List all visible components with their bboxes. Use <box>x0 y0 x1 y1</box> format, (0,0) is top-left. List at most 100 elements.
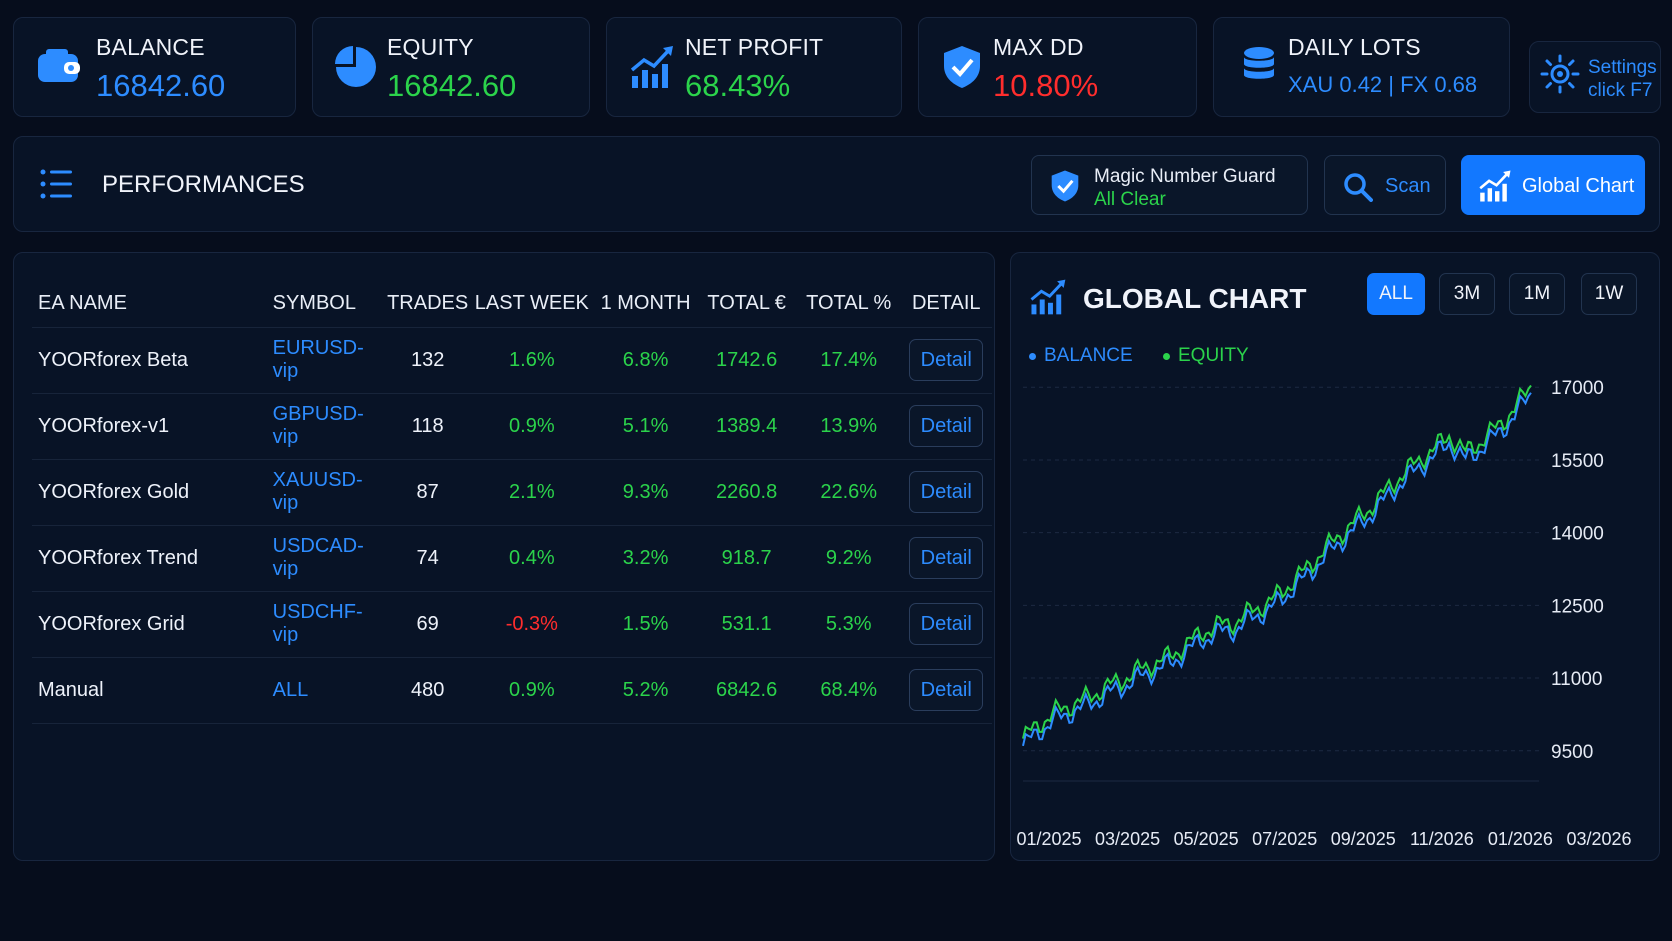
trades-cell: 69 <box>386 591 469 658</box>
x-tick-label: 03/2025 <box>1095 829 1160 849</box>
performances-bar: PERFORMANCES Magic Number Guard All Clea… <box>13 136 1660 232</box>
total-eur-cell: 918.7 <box>696 525 797 592</box>
scan-button[interactable]: Scan <box>1324 155 1446 215</box>
chart-title: GLOBAL CHART <box>1083 283 1307 314</box>
detail-button[interactable]: Detail <box>909 603 984 645</box>
max-dd-card: MAX DD 10.80% <box>918 17 1197 117</box>
scan-label: Scan <box>1385 175 1431 197</box>
net-profit-value: 68.43% <box>685 68 791 103</box>
x-tick-label: 03/2026 <box>1566 829 1631 849</box>
global-chart-label: Global Chart <box>1522 175 1635 197</box>
x-tick-label: 09/2025 <box>1331 829 1396 849</box>
equity-card: EQUITY 16842.60 <box>312 17 590 117</box>
daily-lots-value: XAU 0.42 | FX 0.68 <box>1288 72 1478 97</box>
wallet-icon <box>38 49 80 82</box>
detail-cell: Detail <box>900 591 992 658</box>
balance-card: BALANCE 16842.60 <box>13 17 296 117</box>
detail-cell: Detail <box>900 525 992 592</box>
trades-cell: 87 <box>386 459 469 526</box>
range-1w-button[interactable]: 1W <box>1581 273 1637 315</box>
growth-chart-icon <box>1479 170 1511 202</box>
detail-button[interactable]: Detail <box>909 669 984 711</box>
range-all-button[interactable]: ALL <box>1367 273 1425 315</box>
magic-number-guard[interactable]: Magic Number Guard All Clear <box>1031 155 1308 215</box>
last-week-cell: 2.1% <box>468 459 595 526</box>
month-cell: 3.2% <box>594 525 697 592</box>
x-tick-label: 01/2026 <box>1488 829 1553 849</box>
y-tick-label: 9500 <box>1551 742 1593 763</box>
table-row: YOORforex Beta EURUSD-vip 132 1.6% 6.8% 1742.… <box>32 327 992 394</box>
month-cell: 1.5% <box>594 591 697 658</box>
gear-icon <box>1540 54 1580 94</box>
settings-button[interactable]: Settings click F7 <box>1529 41 1661 113</box>
last-week-cell: 0.9% <box>468 657 595 724</box>
table-header-row: EA NAME SYMBOL TRADES LAST WEEK 1 MONTH … <box>32 281 992 328</box>
ea-name-cell: YOORforex Grid <box>32 591 267 658</box>
ea-name-cell: YOORforex Trend <box>32 525 267 592</box>
trades-cell: 118 <box>386 393 469 460</box>
equity-value: 16842.60 <box>387 68 517 103</box>
table-row: YOORforex Gold XAUUSD-vip 87 2.1% 9.3% 2260.8… <box>32 459 992 526</box>
last-week-cell: 1.6% <box>468 327 595 394</box>
x-tick-label: 05/2025 <box>1174 829 1239 849</box>
range-1m-button[interactable]: 1M <box>1509 273 1565 315</box>
x-tick-label: 01/2025 <box>1016 829 1081 849</box>
x-tick-label: 11/2026 <box>1410 829 1474 849</box>
header-1-month: 1 MONTH <box>594 281 697 328</box>
detail-cell: Detail <box>900 327 992 394</box>
guard-label: Magic Number Guard <box>1094 166 1276 187</box>
symbol-cell: EURUSD-vip <box>266 327 387 394</box>
performance-table: EA NAME SYMBOL TRADES LAST WEEK 1 MONTH … <box>32 281 992 724</box>
total-eur-cell: 1742.6 <box>696 327 797 394</box>
detail-button[interactable]: Detail <box>909 339 984 381</box>
max-dd-label: MAX DD <box>993 34 1084 60</box>
range-3m-button[interactable]: 3M <box>1439 273 1495 315</box>
total-eur-cell: 1389.4 <box>696 393 797 460</box>
total-pct-cell: 9.2% <box>796 525 901 592</box>
symbol-cell: ALL <box>266 657 387 724</box>
legend-balance: BALANCE <box>1029 345 1133 367</box>
total-pct-cell: 5.3% <box>796 591 901 658</box>
detail-button[interactable]: Detail <box>909 471 984 513</box>
page-title: PERFORMANCES <box>102 171 305 198</box>
y-tick-label: 17000 <box>1551 378 1604 399</box>
symbol-cell: USDCAD-vip <box>266 525 387 592</box>
y-tick-label: 14000 <box>1551 524 1604 545</box>
pie-chart-icon <box>335 46 376 87</box>
header-total-pct: TOTAL % <box>796 281 901 328</box>
header-ea-name: EA NAME <box>32 281 267 328</box>
legend-balance-dot <box>1029 352 1036 360</box>
growth-chart-icon <box>630 46 673 88</box>
balance-line <box>1022 392 1532 747</box>
balance-value: 16842.60 <box>96 68 226 103</box>
month-cell: 5.2% <box>594 657 697 724</box>
global-chart-button[interactable]: Global Chart <box>1461 155 1645 215</box>
total-pct-cell: 17.4% <box>796 327 901 394</box>
list-icon <box>40 169 72 199</box>
database-icon <box>1244 47 1274 79</box>
y-tick-label: 11000 <box>1551 669 1602 690</box>
detail-button[interactable]: Detail <box>909 405 984 447</box>
detail-cell: Detail <box>900 657 992 724</box>
detail-cell: Detail <box>900 393 992 460</box>
detail-cell: Detail <box>900 459 992 526</box>
total-eur-cell: 531.1 <box>696 591 797 658</box>
y-tick-label: 15500 <box>1551 451 1604 472</box>
total-pct-cell: 13.9% <box>796 393 901 460</box>
detail-button[interactable]: Detail <box>909 537 984 579</box>
last-week-cell: 0.9% <box>468 393 595 460</box>
header-last-week: LAST WEEK <box>468 281 595 328</box>
table-row: YOORforex Trend USDCAD-vip 74 0.4% 3.2% 918.7… <box>32 525 992 592</box>
trades-cell: 74 <box>386 525 469 592</box>
guard-status: All Clear <box>1094 189 1166 210</box>
total-pct-cell: 22.6% <box>796 459 901 526</box>
header-trades: TRADES <box>386 281 469 328</box>
ea-name-cell: Manual <box>32 657 267 724</box>
header-total-eur: TOTAL € <box>696 281 797 328</box>
last-week-cell: 0.4% <box>468 525 595 592</box>
table-row: YOORforex Grid USDCHF-vip 69 -0.3% 1.5% 531.1… <box>32 591 992 658</box>
settings-shortcut: click F7 <box>1588 80 1653 101</box>
total-eur-cell: 2260.8 <box>696 459 797 526</box>
shield-check-icon <box>1051 170 1079 202</box>
ea-name-cell: YOORforex Beta <box>32 327 267 394</box>
